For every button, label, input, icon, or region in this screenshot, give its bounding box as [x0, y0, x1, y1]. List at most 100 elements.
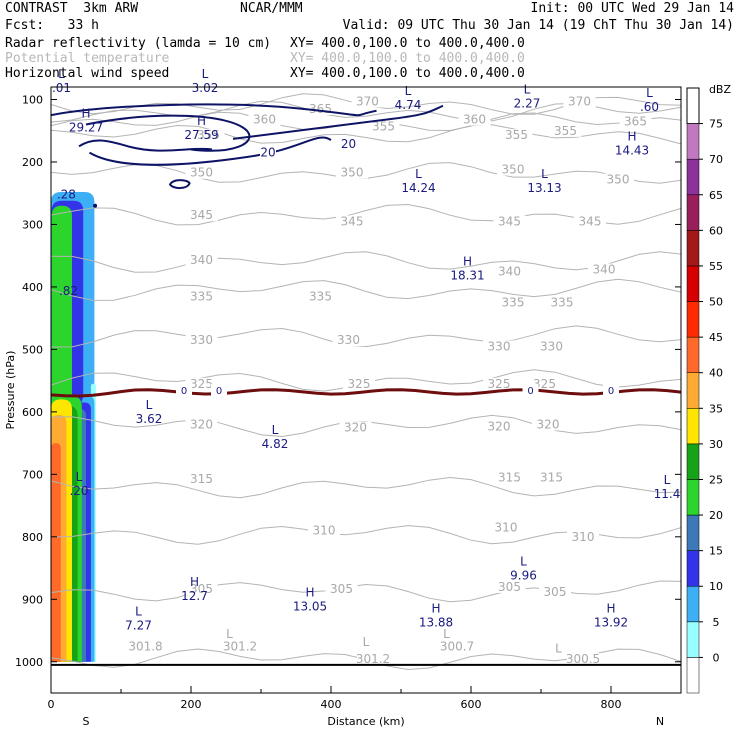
extremum-value: 13.05 [293, 600, 327, 614]
theta-label-bg [336, 215, 368, 228]
extremum-marker: H [463, 255, 472, 269]
wind-contour [168, 179, 191, 190]
theta-label-bg [185, 582, 218, 595]
var1-label: Radar reflectivity (lamda = 10 cm) [5, 36, 272, 51]
fcst-label: Fcst: 33 h [5, 18, 99, 33]
y-tick-label: 600 [22, 406, 43, 419]
theta-label: 360 [253, 113, 276, 127]
theta-low-marker: L [226, 627, 233, 641]
theta-label-bg [185, 254, 218, 267]
extremum-marker: L [146, 398, 153, 412]
wind-contour [232, 104, 444, 140]
theta-label-bg [490, 521, 522, 534]
x-end-label-north: N [656, 715, 664, 728]
wind-contour [78, 139, 213, 152]
freezing-level-line [51, 388, 681, 398]
extremum-value: .20 [69, 484, 88, 498]
extremum-value: 14.43 [615, 144, 649, 158]
var3-label: Horizontal wind speed [5, 66, 170, 81]
colorbar-level-label: 70 [709, 153, 723, 166]
theta-label: 325 [488, 377, 511, 391]
extremum-marker: L [76, 470, 83, 484]
colorbar-swatch [686, 230, 700, 267]
theta-label-bg [129, 640, 162, 653]
theta-label: 310 [313, 524, 336, 538]
theta-label-bg [563, 95, 596, 108]
extremum-marker: L [58, 67, 65, 81]
colorbar-swatch [686, 550, 700, 587]
colorbar-level-label: 5 [713, 616, 720, 629]
colorbar-swatch [686, 408, 700, 445]
wind-contour-label: 20 [341, 137, 356, 151]
theta-label: 310 [572, 530, 595, 544]
theta-contour [51, 414, 681, 438]
theta-label-bg [441, 640, 473, 653]
theta-label-bg [332, 334, 365, 347]
var3-xy: XY= 400.0,100.0 to 400.0,400.0 [290, 66, 525, 81]
theta-label-bg [567, 530, 599, 543]
theta-label: 320 [537, 417, 560, 431]
theta-label-bg [185, 377, 218, 390]
colorbar-level-label: 15 [709, 545, 723, 558]
theta-contour [51, 476, 681, 499]
theta-label: 340 [593, 263, 616, 277]
extremum-value: 7.27 [125, 618, 152, 632]
theta-label-bg [483, 420, 515, 433]
theta-label-bg [325, 582, 358, 595]
theta-label-bg [532, 418, 564, 431]
colorbar-level-label: 65 [709, 189, 723, 202]
theta-low-marker: L [555, 641, 562, 655]
theta-label: 330 [540, 339, 563, 353]
theta-label: 350 [190, 166, 213, 180]
theta-label: 335 [502, 296, 525, 310]
theta-label-bg [248, 113, 281, 126]
theta-label-bg [493, 471, 526, 484]
theta-label: 345 [498, 214, 521, 228]
wind-contours [51, 103, 444, 208]
colorbar-level-label: 40 [709, 367, 723, 380]
theta-label-bg [546, 296, 578, 309]
colorbar-swatch [686, 265, 700, 302]
theta-label-bg [192, 129, 225, 142]
y-tick-label: 300 [22, 218, 43, 231]
extremum-marker: H [627, 130, 636, 144]
theta-label-bg [483, 340, 515, 353]
wind-label-bg [176, 384, 192, 397]
colorbar-swatch [686, 585, 700, 623]
theta-label: 335 [190, 289, 213, 303]
y-tick-label: 900 [22, 593, 43, 606]
theta-label-bg [574, 215, 606, 228]
wind-label-bg [522, 384, 539, 397]
colorbar-level-label: 45 [709, 331, 723, 344]
theta-label-bg [357, 652, 389, 665]
y-tick-label: 200 [22, 156, 43, 169]
theta-label: 360 [463, 113, 486, 127]
colorbar-swatch [686, 443, 700, 480]
theta-label: 301.8 [128, 639, 162, 653]
theta-label: 330 [488, 339, 511, 353]
theta-label-bg [185, 334, 218, 347]
colorbar-swatch [686, 301, 700, 338]
extremum-marker: L [415, 167, 422, 181]
theta-label: 301.2 [223, 639, 257, 653]
theta-label: 370 [356, 94, 379, 108]
theta-label: 300.7 [440, 639, 474, 653]
colorbar-swatch [686, 158, 700, 196]
theta-label-bg [535, 471, 568, 484]
theta-label-bg [224, 640, 256, 653]
theta-label: 320 [190, 417, 213, 431]
extremum-marker: L [664, 473, 671, 487]
y-axis-label: Pressure (hPa) [4, 351, 17, 430]
extremum-marker: L [405, 84, 412, 98]
wind-contour-label: 0 [527, 386, 533, 397]
extremum-value: .28 [57, 187, 76, 201]
colorbar-level-label: 0 [713, 651, 720, 664]
extremum-marker: H [431, 601, 440, 615]
theta-label-bg [185, 209, 218, 222]
colorbar-level-label: 50 [709, 296, 723, 309]
extremum-value: 9.96 [510, 568, 537, 582]
theta-label-bg [343, 377, 375, 390]
theta-label-bg [185, 418, 218, 431]
theta-label-bg [500, 129, 533, 142]
x-tick-label: 400 [321, 698, 342, 711]
